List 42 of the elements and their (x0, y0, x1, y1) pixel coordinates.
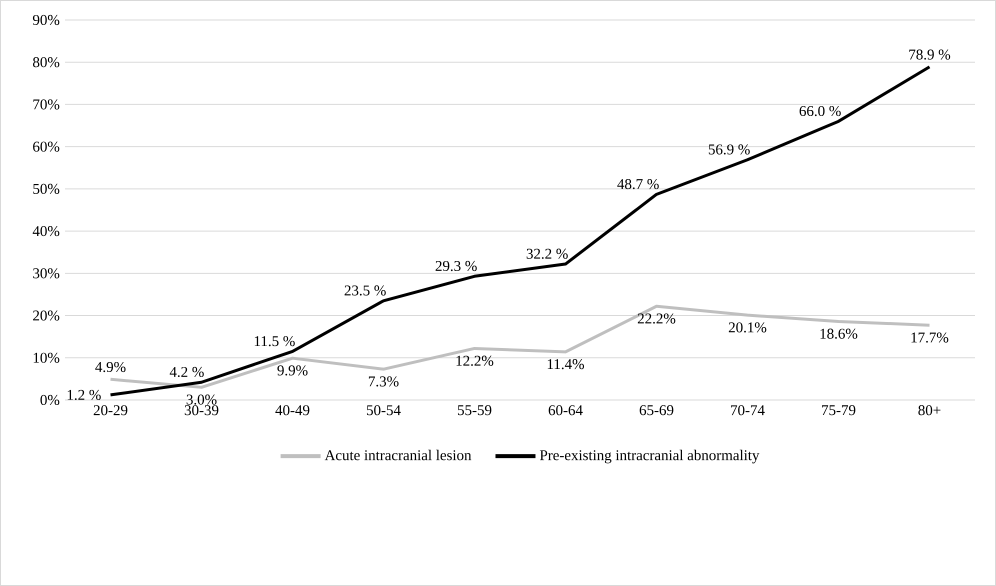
x-tick-label: 55-59 (458, 405, 492, 416)
legend-label: Pre-existing intracranial abnormality (540, 450, 760, 464)
y-tick-label: 10% (34, 352, 60, 363)
legend-label: Acute intracranial lesion (324, 450, 472, 460)
y-tick-label: 0% (40, 394, 60, 406)
data-label: 78.9 % (909, 50, 950, 60)
y-tick-label: 80% (33, 57, 60, 68)
x-tick-label: 75-79 (822, 405, 856, 416)
x-tick-label: 50-54 (366, 405, 401, 416)
data-label: 22.2% (638, 313, 676, 324)
y-tick-label: 90% (32, 14, 60, 26)
data-label: 12.2% (456, 356, 494, 366)
y-tick-label: 20% (33, 310, 60, 321)
x-tick-label: 65-69 (640, 405, 674, 416)
y-tick-label: 60% (33, 142, 60, 152)
data-label: 48.7 % (617, 179, 659, 190)
data-label: 4.2 % (170, 366, 204, 378)
y-tick-label: 30% (33, 268, 60, 278)
data-label: 1.2 % (68, 390, 101, 400)
data-label: 17.7% (912, 332, 948, 343)
data-label: 3.0% (186, 394, 217, 405)
data-label: 7.3% (368, 376, 399, 387)
data-label: 18.6% (820, 328, 858, 339)
data-label: 32.2 % (526, 248, 568, 259)
data-label: 66.0 % (800, 106, 841, 116)
data-label: 20.1% (728, 322, 766, 332)
y-tick-label: 70% (33, 99, 60, 110)
x-tick-label: 30-39 (184, 405, 218, 416)
data-label: 11.4% (548, 359, 584, 370)
y-tick-label: 50% (33, 184, 60, 194)
data-label: 29.3 % (436, 260, 477, 272)
x-tick-label: 20-29 (94, 405, 128, 416)
y-tick-label: 40% (32, 226, 60, 236)
data-label: 11.5 % (254, 336, 295, 346)
data-label: 23.5 % (344, 285, 386, 296)
x-tick-label: 40-49 (275, 405, 310, 416)
x-tick-label: 80+ (918, 405, 940, 416)
x-tick-label: 70-74 (731, 405, 765, 416)
x-tick-label: 60-64 (548, 405, 583, 416)
data-label: 56.9 % (708, 144, 750, 155)
data-label: 9.9% (277, 365, 308, 376)
data-label: 4.9% (95, 362, 126, 372)
